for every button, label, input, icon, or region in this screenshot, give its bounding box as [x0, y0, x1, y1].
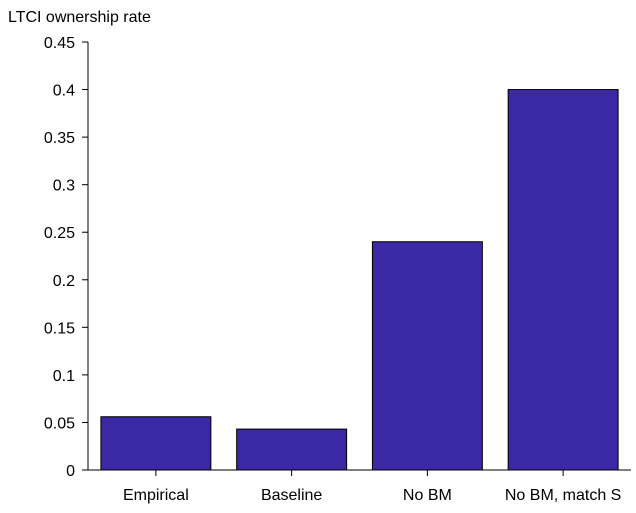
x-tick-label: Empirical	[123, 487, 189, 504]
y-tick-label: 0.25	[44, 225, 75, 242]
bar-no-bm	[371, 241, 483, 471]
y-tick-label: 0.3	[53, 178, 75, 195]
y-tick-label: 0.4	[53, 83, 75, 100]
y-tick-label: 0.45	[44, 35, 75, 52]
bars-group	[100, 89, 619, 471]
y-tick-label: 0.1	[53, 368, 75, 385]
bar-no-bm-match-s	[507, 89, 619, 471]
x-tick-label: Baseline	[261, 487, 322, 504]
bar-empirical	[100, 416, 212, 471]
y-tick-label: 0	[66, 463, 75, 480]
y-tick-label: 0.15	[44, 320, 75, 337]
x-tick-label: No BM, match S	[505, 487, 621, 504]
x-tick-label: No BM	[403, 487, 452, 504]
y-tick-label: 0.2	[53, 273, 75, 290]
y-tick-label: 0.05	[44, 415, 75, 432]
y-tick-label: 0.35	[44, 130, 75, 147]
axes-group: Empirical Baseline No BM No BM, match S 0 0.0…	[44, 35, 631, 504]
y-axis-label: LTCI ownership rate	[8, 9, 151, 26]
bar-baseline	[236, 428, 348, 471]
